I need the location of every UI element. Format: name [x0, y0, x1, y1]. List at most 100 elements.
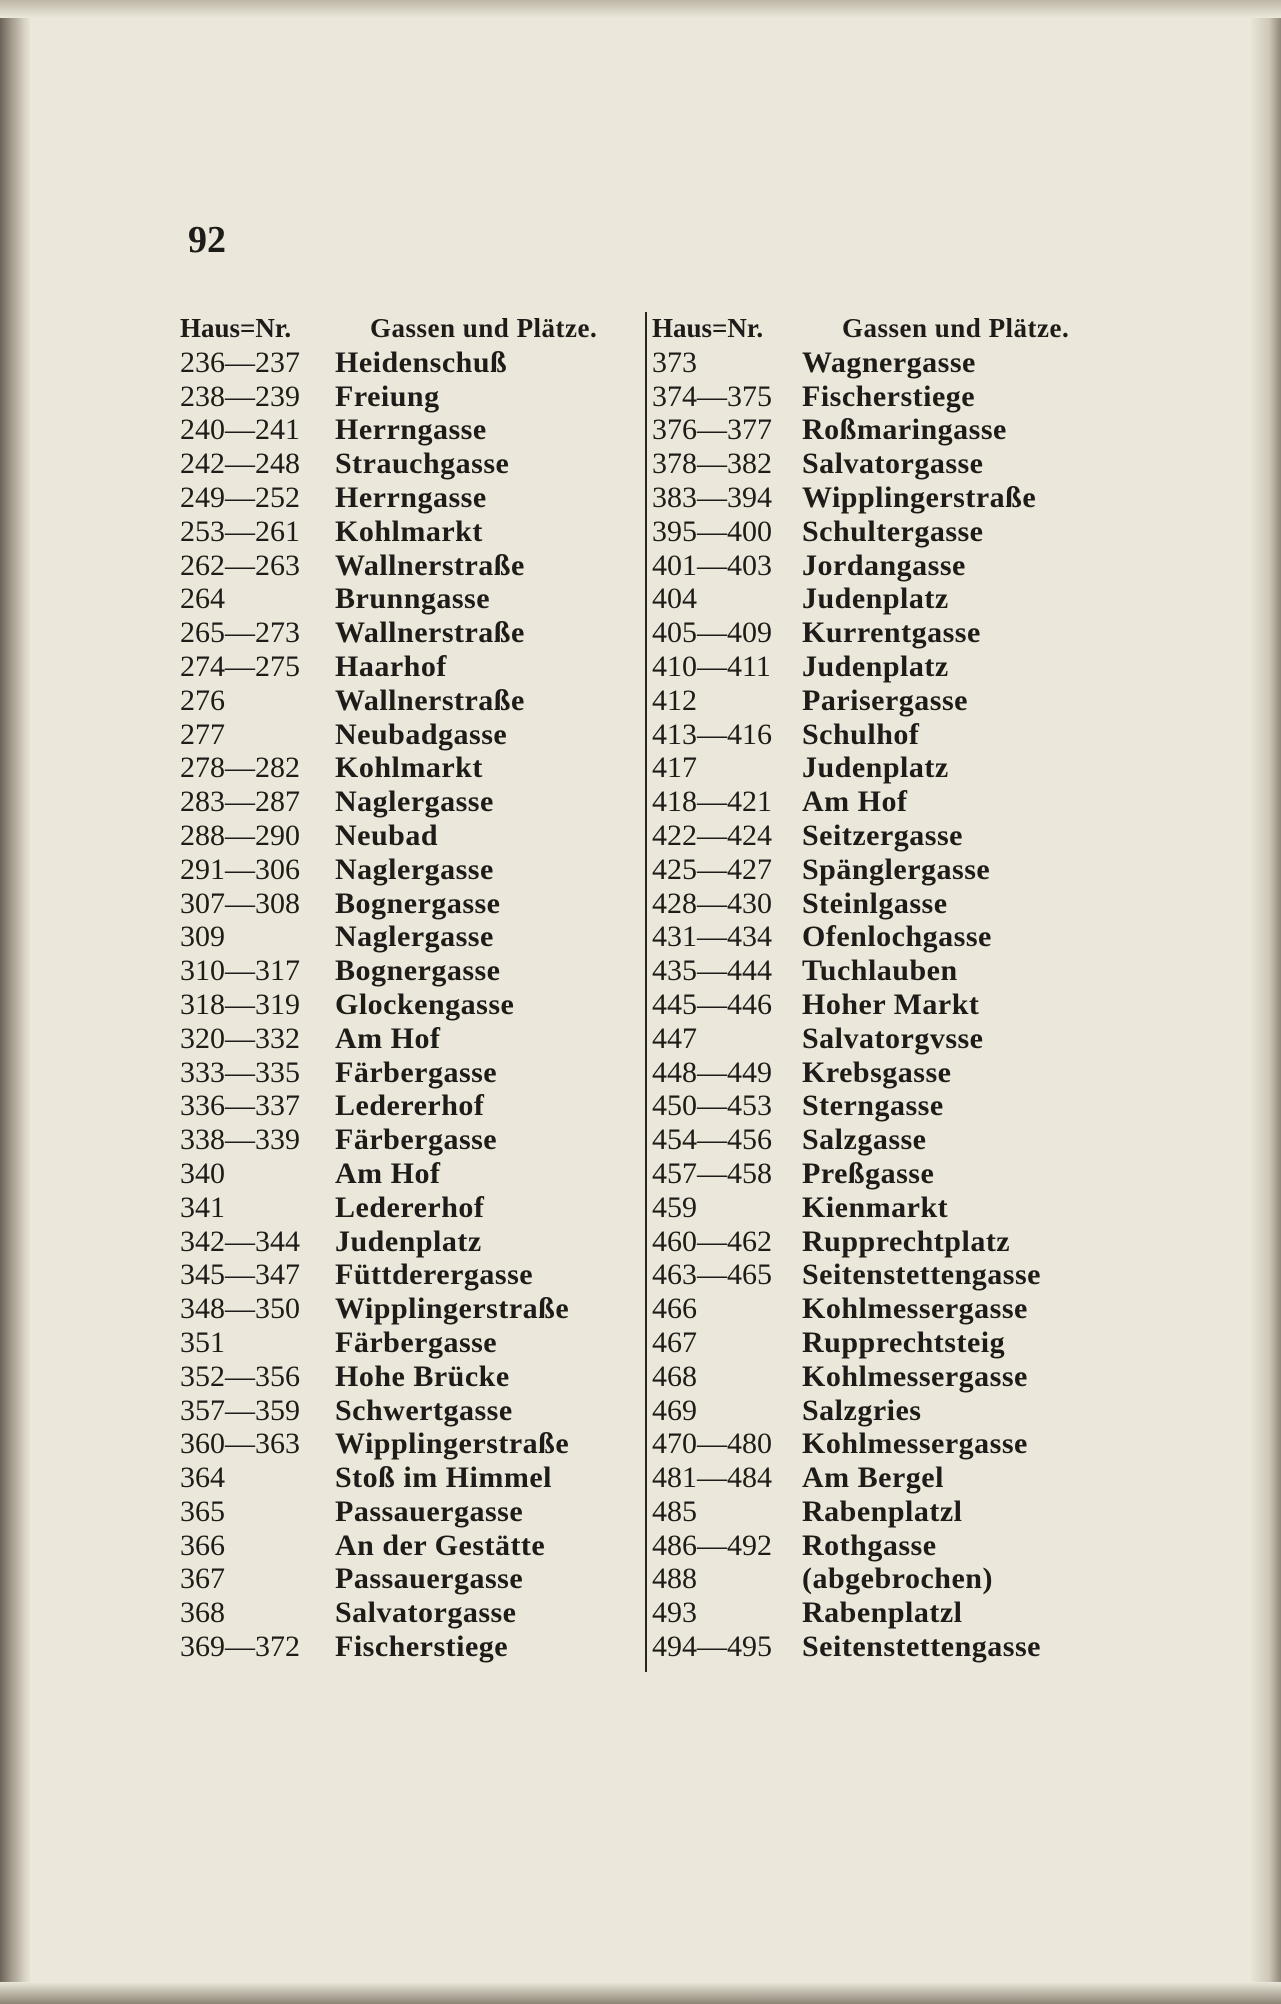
table-row: 431—434 Ofenlochgasse [652, 920, 1122, 954]
table-row: 457—458 Preßgasse [652, 1157, 1122, 1191]
street-name: Parisergasse [802, 683, 968, 717]
table-row: 364 Stoß im Himmel [180, 1461, 640, 1495]
street-name: Wipplingerstraße [335, 1427, 570, 1461]
street-name: (abgebrochen) [802, 1562, 993, 1596]
table-row: 338—339 Färbergasse [180, 1123, 640, 1157]
house-number: 410—411 [652, 649, 771, 683]
table-row: 265—273 Wallnerstraße [180, 616, 640, 650]
house-number: 447 [652, 1021, 697, 1055]
street-name: Herrngasse [335, 480, 487, 514]
street-name: Seitenstettengasse [802, 1258, 1041, 1292]
street-name: Fischerstiege [335, 1630, 509, 1664]
header-streets: Gassen und Plätze. [370, 313, 598, 343]
street-name: Wallnerstraße [335, 683, 525, 717]
table-row: 481—484 Am Bergel [652, 1461, 1122, 1495]
house-number: 291—306 [180, 852, 300, 886]
table-row: 368 Salvatorgasse [180, 1596, 640, 1630]
house-number: 417 [652, 751, 697, 785]
house-number: 367 [180, 1562, 225, 1596]
table-row: 367 Passauergasse [180, 1562, 640, 1596]
street-name: Naglergasse [335, 920, 494, 954]
street-name: Rabenplatzl [802, 1596, 963, 1630]
table-row: 249—252 Herrngasse [180, 481, 640, 515]
house-number: 242—248 [180, 447, 300, 481]
table-row: 307—308 Bognergasse [180, 887, 640, 921]
street-name: Preßgasse [802, 1156, 935, 1190]
house-number: 470—480 [652, 1427, 772, 1461]
house-number: 348—350 [180, 1292, 300, 1326]
house-number: 351 [180, 1325, 225, 1359]
table-row: 345—347 Füttderergasse [180, 1258, 640, 1292]
house-number: 320—332 [180, 1021, 300, 1055]
house-number: 265—273 [180, 616, 300, 650]
table-row: 278—282 Kohlmarkt [180, 751, 640, 785]
house-number: 450—453 [652, 1089, 772, 1123]
table-row: 494—495 Seitenstettengasse [652, 1630, 1122, 1664]
house-number: 422—424 [652, 818, 772, 852]
table-row: 262—263 Wallnerstraße [180, 549, 640, 583]
house-number: 463—465 [652, 1258, 772, 1292]
street-name: Brunngasse [335, 582, 491, 616]
page-edge-bottom [0, 1982, 1281, 2004]
street-name: Am Hof [802, 785, 908, 819]
street-name: Wagnergasse [802, 345, 976, 379]
street-name: Schulhof [802, 717, 920, 751]
table-row: 360—363 Wipplingerstraße [180, 1427, 640, 1461]
house-number: 445—446 [652, 987, 772, 1021]
table-row: 376—377 Roßmaringasse [652, 413, 1122, 447]
table-row: 410—411 Judenplatz [652, 650, 1122, 684]
street-name: Judenplatz [802, 751, 949, 785]
house-number: 238—239 [180, 379, 300, 413]
table-row: 351 Färbergasse [180, 1326, 640, 1360]
street-name: Kohlmessergasse [802, 1427, 1028, 1461]
house-number: 401—403 [652, 548, 772, 582]
house-number: 494—495 [652, 1630, 772, 1664]
street-name: Am Hof [335, 1021, 441, 1055]
street-name: Rupprechtplatz [802, 1224, 1011, 1258]
table-row: 412 Parisergasse [652, 684, 1122, 718]
house-number: 240—241 [180, 413, 300, 447]
header-house-no: Haus=Nr. [652, 313, 764, 343]
table-row: 470—480 Kohlmessergasse [652, 1427, 1122, 1461]
column-header: Haus=Nr. Gassen und Plätze. [652, 312, 1122, 346]
house-number: 366 [180, 1528, 225, 1562]
table-row: 418—421 Am Hof [652, 785, 1122, 819]
table-row: 352—356 Hohe Brücke [180, 1360, 640, 1394]
table-row: 493 Rabenplatzl [652, 1596, 1122, 1630]
house-number: 468 [652, 1359, 697, 1393]
table-row: 485 Rabenplatzl [652, 1495, 1122, 1529]
table-row: 274—275 Haarhof [180, 650, 640, 684]
street-name: Am Hof [335, 1156, 441, 1190]
table-row: 468 Kohlmessergasse [652, 1360, 1122, 1394]
street-name: Passauergasse [335, 1562, 524, 1596]
table-row: 469 Salzgries [652, 1394, 1122, 1428]
street-name: Kohlmarkt [335, 514, 483, 548]
street-name: Neubad [335, 818, 439, 852]
house-number: 469 [652, 1393, 697, 1427]
house-number: 369—372 [180, 1630, 300, 1664]
page-edge-top [0, 0, 1281, 18]
table-row: 401—403 Jordangasse [652, 549, 1122, 583]
street-name: Haarhof [335, 649, 447, 683]
street-name: Roßmaringasse [802, 413, 1007, 447]
street-name: Wipplingerstraße [802, 480, 1037, 514]
table-row: 488 (abgebrochen) [652, 1562, 1122, 1596]
house-number: 276 [180, 683, 225, 717]
street-name: Ledererhof [335, 1190, 485, 1224]
table-row: 340 Am Hof [180, 1157, 640, 1191]
street-name: Kohlmessergasse [802, 1292, 1028, 1326]
table-row: 341 Ledererhof [180, 1191, 640, 1225]
street-name: Hoher Markt [802, 987, 980, 1021]
table-row: 276 Wallnerstraße [180, 684, 640, 718]
house-number: 365 [180, 1494, 225, 1528]
table-row: 320—332 Am Hof [180, 1022, 640, 1056]
page-number: 92 [188, 219, 226, 261]
street-name: Seitzergasse [802, 818, 963, 852]
house-number: 318—319 [180, 987, 300, 1021]
table-row: 236—237 Heidenschuß [180, 346, 640, 380]
table-row: 459 Kienmarkt [652, 1191, 1122, 1225]
table-row: 309 Naglergasse [180, 920, 640, 954]
street-name: Tuchlauben [802, 954, 958, 988]
street-name: Rupprechtsteig [802, 1325, 1006, 1359]
house-number: 412 [652, 683, 697, 717]
